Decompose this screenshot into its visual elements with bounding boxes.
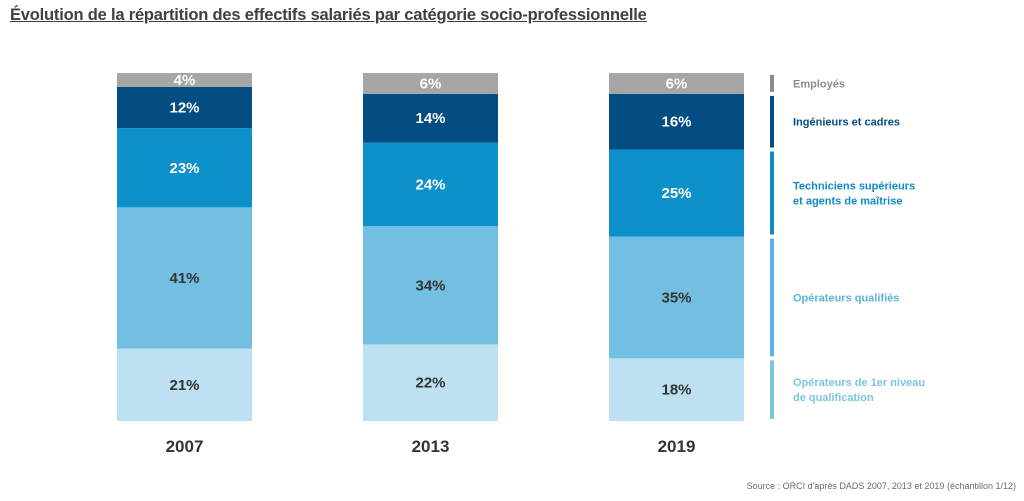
data-label-2013-2: 24% bbox=[415, 176, 445, 193]
data-label-2007-2: 23% bbox=[169, 160, 199, 177]
legend: Opérateurs de 1er niveau de qualification… bbox=[770, 75, 925, 419]
bar-segment-2013-1 bbox=[363, 226, 498, 345]
bar-segment-2019-1 bbox=[609, 236, 744, 359]
data-label-2007-3: 12% bbox=[169, 99, 199, 116]
data-label-2013-3: 14% bbox=[415, 110, 445, 127]
source-note: Source : ORCI d'après DADS 2007, 2013 et… bbox=[746, 481, 1016, 491]
legend-marker-0 bbox=[770, 360, 774, 419]
legend-marker-3 bbox=[770, 95, 774, 148]
bar-segment-2019-0 bbox=[609, 358, 744, 421]
data-label-2019-0: 18% bbox=[661, 382, 691, 399]
bar-segment-2007-3 bbox=[117, 86, 252, 129]
x-tick-label-2019: 2019 bbox=[658, 437, 696, 456]
data-label-2019-2: 25% bbox=[661, 185, 691, 202]
bar-segment-2019-4 bbox=[609, 73, 744, 94]
data-label-2013-0: 22% bbox=[415, 375, 445, 392]
bar-segment-2007-4 bbox=[117, 73, 252, 87]
bar-segment-2013-0 bbox=[363, 344, 498, 421]
legend-label-0-0: Opérateurs de 1er niveau bbox=[793, 377, 925, 389]
legend-marker-1 bbox=[770, 238, 774, 357]
bar-segment-2019-3 bbox=[609, 93, 744, 150]
legend-label-4-0: Employés bbox=[793, 78, 845, 90]
data-label-2013-1: 34% bbox=[415, 277, 445, 294]
bar-segment-2007-2 bbox=[117, 128, 252, 208]
data-label-2019-4: 6% bbox=[666, 75, 688, 92]
bar-segment-2013-4 bbox=[363, 73, 498, 94]
data-label-2019-1: 35% bbox=[661, 289, 691, 306]
data-label-2013-4: 6% bbox=[420, 75, 442, 92]
bar-segment-2013-3 bbox=[363, 93, 498, 143]
bar-segment-2013-2 bbox=[363, 142, 498, 227]
legend-marker-2 bbox=[770, 151, 774, 235]
legend-label-2-0: Techniciens supérieurs bbox=[793, 181, 915, 193]
legend-label-1-0: Opérateurs qualifiés bbox=[793, 292, 899, 304]
bar-segment-2007-1 bbox=[117, 207, 252, 349]
data-label-2007-0: 21% bbox=[169, 377, 199, 394]
data-label-2007-1: 41% bbox=[169, 270, 199, 287]
legend-label-3-0: Ingénieurs et cadres bbox=[793, 117, 900, 129]
legend-marker-4 bbox=[770, 75, 774, 92]
x-tick-label-2007: 2007 bbox=[166, 437, 204, 456]
legend-label-2-1: et agents de maîtrise bbox=[793, 196, 902, 208]
legend-label-0-1: de qualification bbox=[793, 392, 874, 404]
bar-segment-2007-0 bbox=[117, 348, 252, 421]
bars-group: 21% 41% 23% 12% 4% 2007 22% 34% 24% 14% 6% 2013 18% 3… bbox=[117, 72, 744, 456]
data-label-2019-3: 16% bbox=[661, 114, 691, 131]
chart-title: Évolution de la répartition des effectif… bbox=[10, 6, 647, 24]
data-label-2007-4: 4% bbox=[174, 72, 196, 89]
bar-segment-2019-2 bbox=[609, 149, 744, 237]
x-tick-label-2013: 2013 bbox=[412, 437, 450, 456]
